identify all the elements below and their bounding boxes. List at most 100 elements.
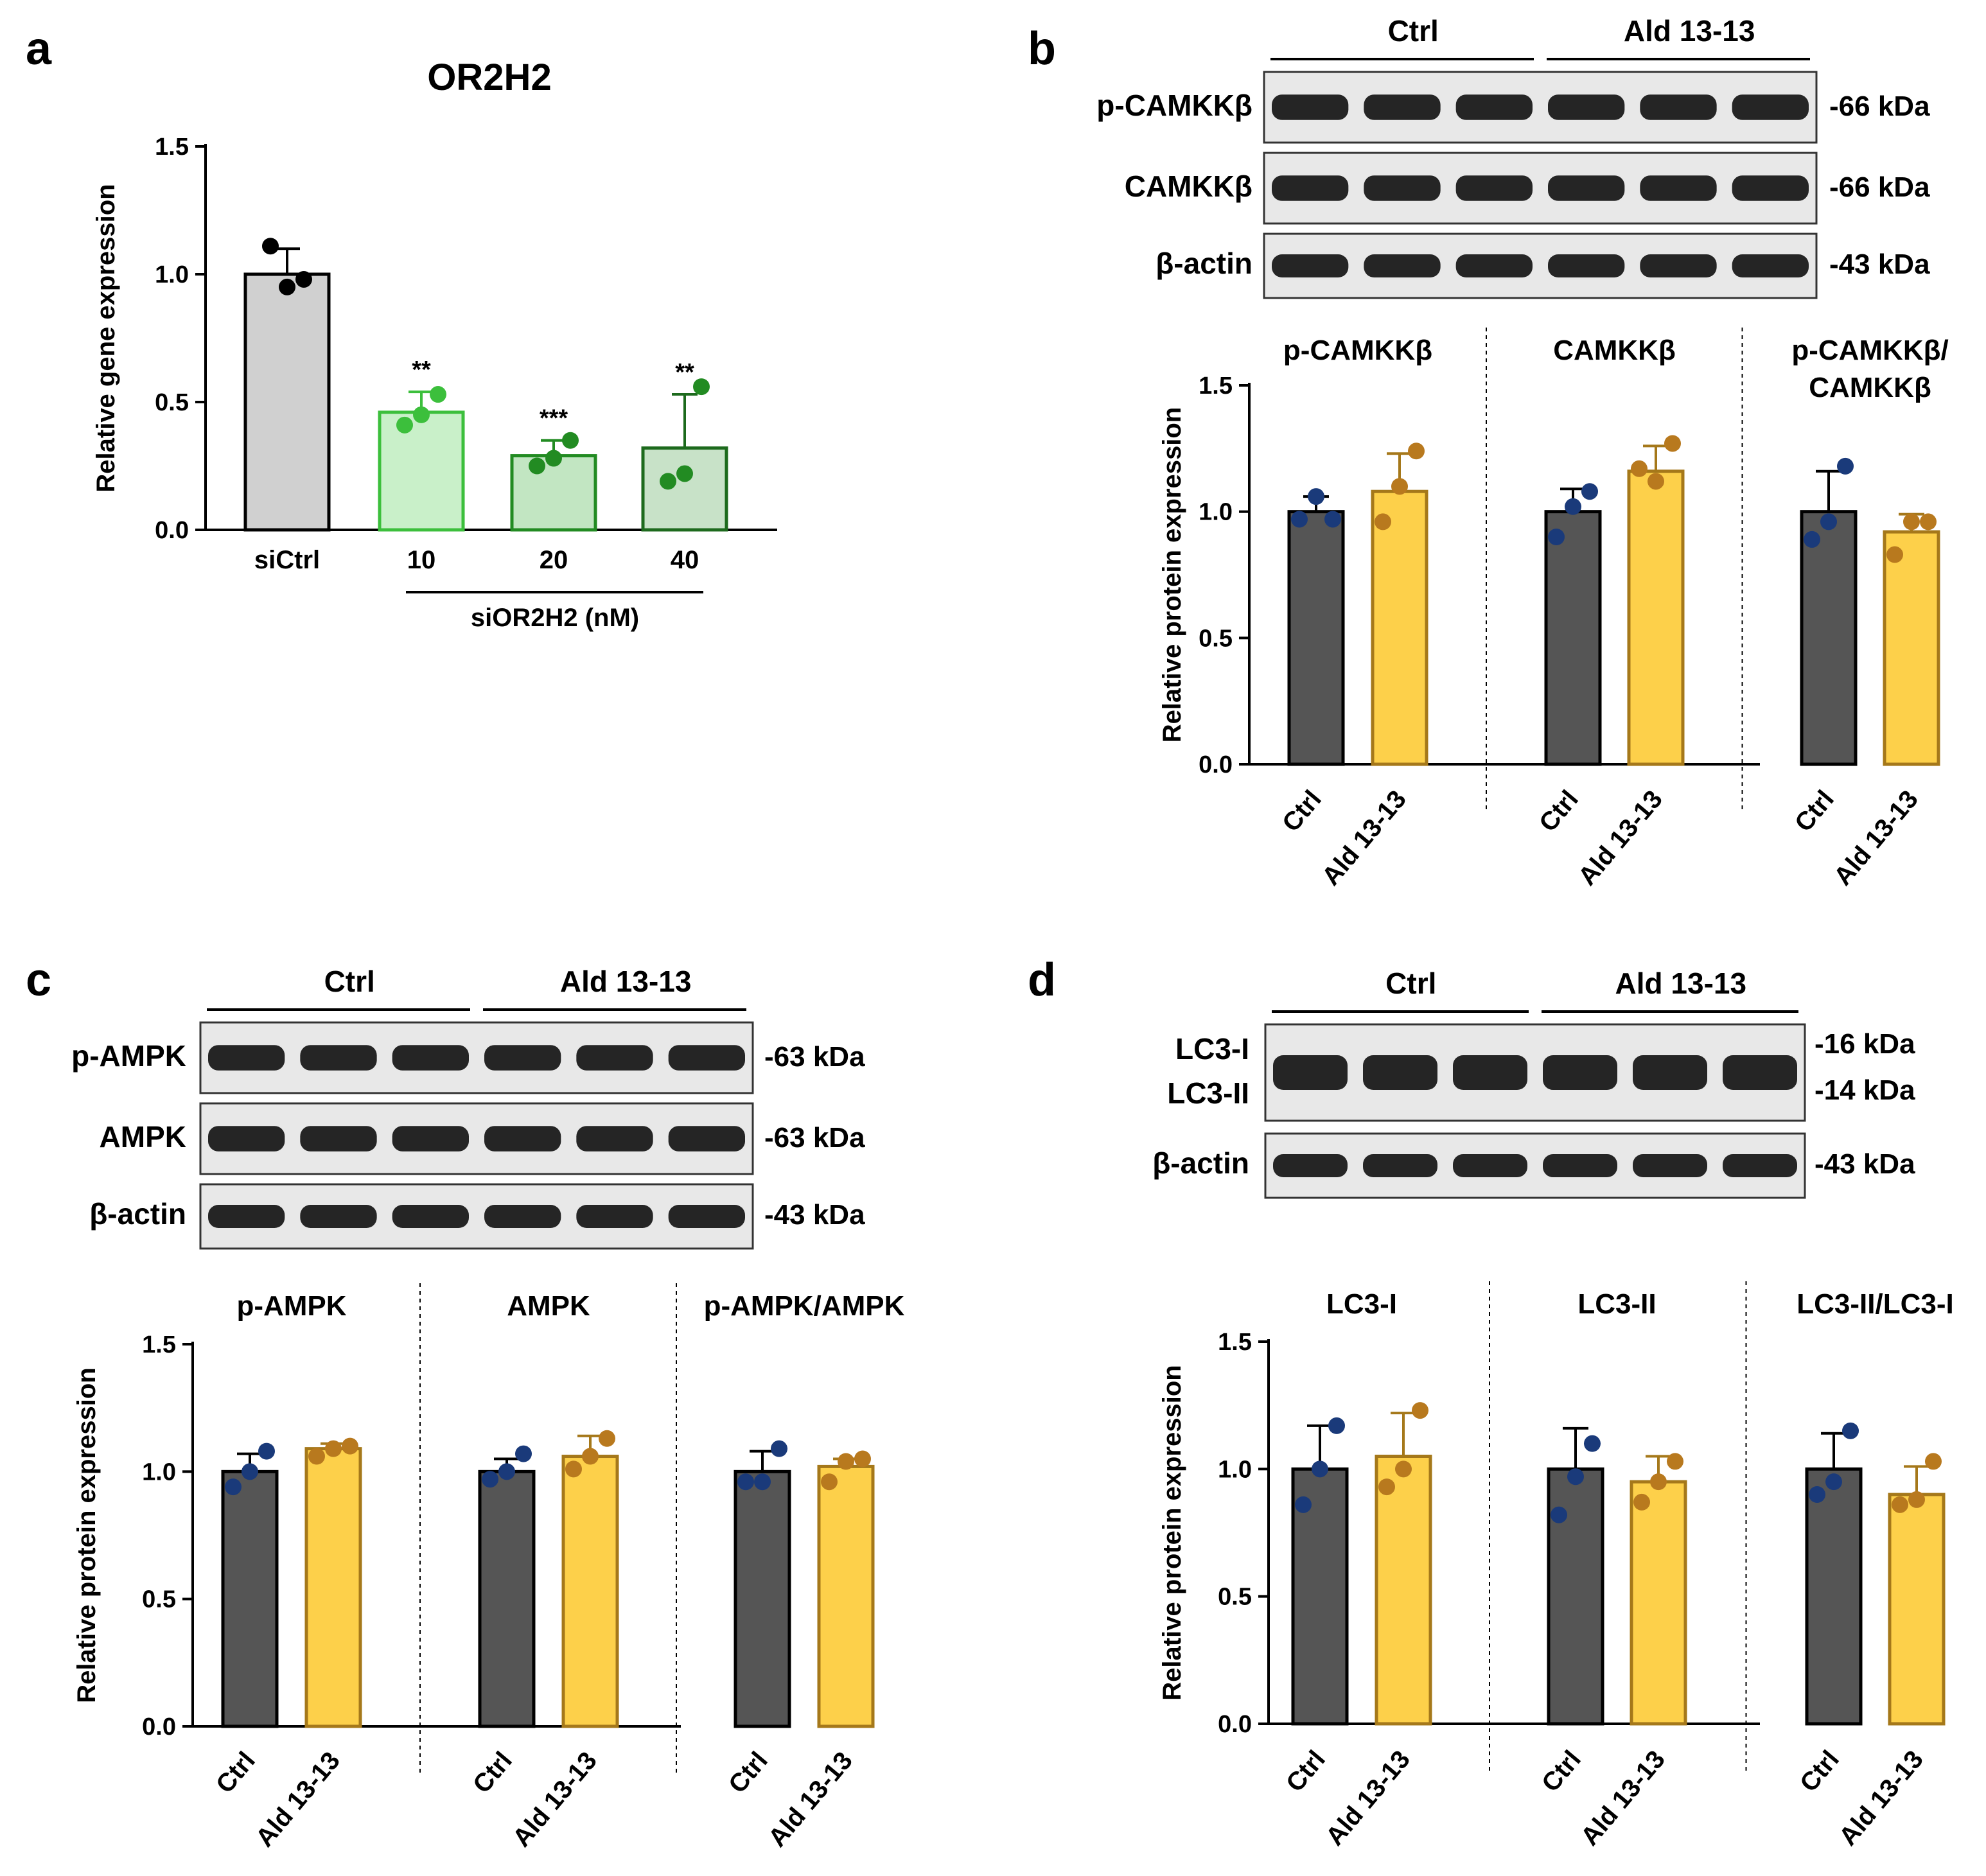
c-data-point [565,1460,582,1478]
c-blot-band [576,1045,653,1071]
d-lane-label: Ctrl [1385,967,1436,1000]
b-blot-band [1455,94,1533,120]
b-blot-band [1732,94,1809,120]
a-y-axis-title: Relative gene expression [92,184,120,492]
d-y-tick-label: 1.5 [1218,1329,1252,1356]
d-blot-label: β-actin [1152,1146,1249,1180]
b-group-title: CAMKKβ [1553,335,1676,366]
a-y-tick-label: 1.5 [155,134,189,161]
b-blot-frame [1263,152,1818,225]
d-blot-frame [1264,1023,1806,1122]
b-data-point [1886,546,1903,563]
panel-letter-c: c [26,954,51,1006]
c-blot-band [668,1045,745,1071]
a-bar [243,272,331,532]
a-group-label: siOR2H2 (nM) [471,604,639,632]
c-blot-band [484,1045,561,1071]
d-y-axis-title: Relative protein expression [1158,1365,1186,1700]
c-blot-label: AMPK [100,1120,186,1153]
b-blot-label: β-actin [1156,247,1252,280]
d-blot-band [1453,1055,1527,1090]
d-blot-frame [1264,1132,1806,1199]
b-bar [1800,510,1858,766]
c-data-point [258,1442,275,1460]
c-blot-band [576,1205,653,1228]
c-blot-label: p-AMPK [71,1039,186,1073]
d-bar [1375,1455,1432,1726]
c-blot-band [300,1205,377,1228]
c-lane-label: Ctrl [324,965,375,998]
a-significance: ** [675,359,694,386]
c-blot-band [484,1205,561,1228]
c-x-tick-label: Ctrl [468,1747,518,1799]
c-y-tick-label: 0.5 [142,1586,176,1613]
b-lane-label: Ctrl [1388,14,1439,48]
b-data-point [1648,473,1664,490]
b-data-point [1324,511,1341,528]
d-y-tick-label: 1.0 [1218,1456,1252,1483]
c-blot-band [208,1205,285,1228]
b-kda-label: -43 kDa [1829,249,1930,280]
d-data-point [1378,1478,1395,1496]
a-data-point [262,238,279,255]
b-blot-band [1455,175,1533,201]
b-group-title: CAMKKβ [1809,372,1931,403]
d-data-point [1395,1460,1412,1478]
b-data-point [1391,478,1408,495]
d-group-title: LC3-I [1326,1288,1397,1320]
d-kda-label: -14 kDa [1815,1074,1915,1106]
a-y-tick-label: 0.5 [155,389,189,416]
b-blot-label: CAMKKβ [1125,170,1252,203]
c-y-tick-label: 1.0 [142,1459,176,1486]
a-data-point [279,278,295,295]
d-data-point [1809,1486,1825,1503]
d-x-tick-label: Ald 13-13 [1321,1746,1416,1852]
c-blot-band [392,1205,469,1228]
b-data-point [1837,457,1854,475]
b-data-point [1920,513,1937,530]
c-data-point [854,1450,871,1468]
b-group-title: p-CAMKKβ [1283,335,1432,366]
a-y-tick-label: 0.0 [155,517,189,544]
c-blot-band [392,1045,469,1071]
a-x-tick-label: 10 [407,546,436,574]
c-data-point [821,1473,838,1491]
c-y-tick-label: 1.5 [142,1331,176,1358]
b-blot-band [1272,94,1349,120]
d-x-tick-label: Ctrl [1536,1746,1586,1798]
b-blot-band [1640,175,1717,201]
d-lane-label: Ald 13-13 [1615,967,1747,1000]
c-data-point [225,1478,242,1496]
d-data-point [1584,1435,1601,1452]
d-group-title: LC3-II [1577,1288,1656,1320]
b-bar [1883,530,1940,766]
c-data-point [737,1473,754,1491]
d-data-point [1825,1473,1842,1491]
a-data-point [295,270,312,288]
c-x-tick-label: Ctrl [723,1747,773,1799]
d-y-tick-label: 0.5 [1218,1584,1252,1611]
c-x-tick-label: Ald 13-13 [507,1747,602,1853]
b-blot-band [1548,175,1625,201]
a-bar [641,446,728,532]
b-data-point [1581,483,1598,500]
c-y-tick-label: 0.0 [142,1714,176,1740]
d-data-point [1295,1496,1312,1513]
d-x-tick-label: Ald 13-13 [1576,1746,1671,1852]
d-data-point [1412,1402,1428,1419]
panel-letter-a: a [26,23,52,75]
b-x-tick-label: Ctrl [1277,785,1327,837]
d-data-point [1567,1468,1584,1486]
d-data-point [1842,1422,1859,1439]
d-data-point [1312,1460,1328,1478]
panel-letter-d: d [1028,954,1056,1006]
b-data-point [1804,530,1820,548]
c-kda-label: -43 kDa [764,1199,865,1231]
d-blot-band [1723,1154,1797,1177]
b-kda-label: -66 kDa [1829,91,1930,122]
d-data-point [1551,1506,1567,1523]
c-x-tick-label: Ald 13-13 [250,1747,346,1853]
d-blot-band [1273,1154,1348,1177]
a-data-point [676,465,693,482]
a-x-tick-label: 40 [671,546,699,574]
